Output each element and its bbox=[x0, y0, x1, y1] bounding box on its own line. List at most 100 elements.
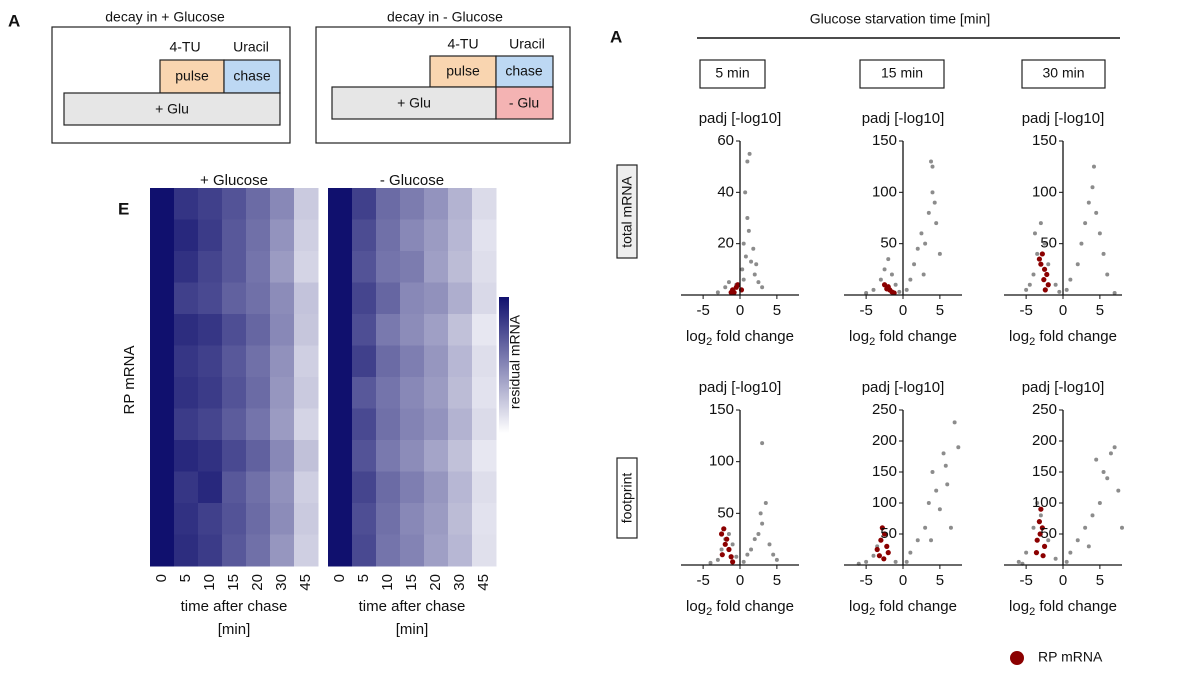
heatmap-cell bbox=[472, 219, 497, 252]
heatmap-cell bbox=[400, 188, 425, 220]
heatmap-cell bbox=[448, 188, 473, 220]
point bbox=[1057, 289, 1062, 294]
label: Uracil bbox=[233, 39, 269, 55]
heatmap-cell bbox=[472, 377, 497, 409]
point bbox=[864, 559, 869, 564]
heatmap-cell bbox=[448, 251, 473, 283]
point bbox=[1083, 525, 1088, 530]
heatmap-cell bbox=[222, 282, 247, 315]
heatmap-cell bbox=[198, 188, 223, 220]
rp-point bbox=[724, 536, 730, 542]
heatmap-cell bbox=[472, 440, 497, 472]
box-label: pulse bbox=[175, 68, 209, 84]
row-box bbox=[616, 457, 638, 539]
x-label-part: fold change bbox=[1035, 598, 1117, 615]
y-tick-label: 100 bbox=[709, 453, 734, 470]
heatmap-cell bbox=[448, 314, 473, 346]
y-tick-label: 250 bbox=[872, 401, 897, 418]
box-label: chase bbox=[233, 68, 271, 84]
heatmap-cell bbox=[270, 440, 295, 472]
row-label: footprint bbox=[619, 473, 635, 524]
heatmap-cell bbox=[174, 314, 199, 346]
heatmap-cell bbox=[174, 377, 199, 409]
point bbox=[930, 164, 935, 169]
point bbox=[937, 251, 942, 256]
heatmap-cell bbox=[448, 377, 473, 409]
point bbox=[756, 280, 761, 285]
heatmap-cell bbox=[198, 219, 223, 252]
point bbox=[719, 547, 724, 552]
point bbox=[745, 216, 750, 220]
heatmap-cell bbox=[448, 471, 473, 504]
x-label-part: log bbox=[1009, 598, 1029, 615]
rp-point bbox=[1033, 550, 1040, 556]
heatmap-cell bbox=[150, 251, 175, 283]
heatmap-cell bbox=[198, 282, 223, 315]
point bbox=[741, 277, 746, 282]
x-label-part: fold change bbox=[875, 328, 957, 345]
heatmap-cell bbox=[246, 219, 271, 252]
x-label: time after chase bbox=[181, 598, 288, 615]
point bbox=[893, 282, 898, 287]
point bbox=[708, 560, 713, 565]
heatmap-cell bbox=[376, 534, 401, 567]
y-tick-label: 100 bbox=[872, 494, 897, 511]
point bbox=[871, 553, 876, 558]
heatmap-cell bbox=[400, 408, 425, 441]
column-label: 0 bbox=[153, 574, 170, 582]
heatmap-cell bbox=[472, 345, 497, 378]
time-label: 5 min bbox=[715, 65, 749, 81]
heatmap-cell bbox=[246, 345, 271, 378]
rp-point bbox=[874, 546, 880, 553]
heatmap-cell bbox=[352, 219, 377, 252]
point bbox=[743, 190, 748, 195]
heatmap-cell bbox=[150, 314, 175, 346]
point bbox=[929, 159, 934, 164]
heatmap-cell bbox=[328, 188, 353, 220]
heatmap-cell bbox=[150, 345, 175, 378]
heatmap-cell bbox=[222, 377, 247, 409]
column-label: 45 bbox=[297, 574, 314, 591]
point bbox=[934, 488, 939, 493]
y-tick-label: 50 bbox=[1040, 235, 1057, 252]
rp-point bbox=[1041, 266, 1048, 272]
heatmap-cell bbox=[352, 471, 377, 504]
point bbox=[956, 445, 961, 450]
heatmap-cell bbox=[376, 251, 401, 283]
x-tick-label: 0 bbox=[899, 572, 907, 589]
point bbox=[897, 289, 902, 294]
rp-point bbox=[1038, 261, 1044, 267]
point bbox=[908, 277, 913, 282]
rp-point bbox=[1044, 271, 1050, 278]
heatmap-cell bbox=[294, 314, 319, 346]
y-label: padj [-log10] bbox=[862, 379, 945, 396]
heatmap-title: - Glucose bbox=[380, 172, 444, 189]
rp-point bbox=[719, 552, 725, 558]
point bbox=[1120, 525, 1124, 530]
heatmap-cell bbox=[472, 314, 497, 346]
point bbox=[743, 254, 748, 259]
x-label: log2 fold change bbox=[686, 598, 794, 618]
x-label: time after chase bbox=[359, 598, 466, 615]
column-label: 30 bbox=[451, 574, 468, 591]
heatmap-cell bbox=[376, 377, 401, 409]
point bbox=[756, 532, 761, 536]
heatmap-cell bbox=[198, 251, 223, 283]
diagram-title: decay in - Glucose bbox=[387, 9, 503, 25]
rp-point bbox=[721, 526, 727, 532]
y-label: padj [-log10] bbox=[699, 110, 782, 127]
rp-point bbox=[881, 531, 888, 537]
time-box bbox=[859, 59, 945, 89]
time-label: 30 min bbox=[1042, 65, 1084, 81]
y-tick-label: 100 bbox=[1032, 183, 1057, 200]
y-tick-label: 50 bbox=[717, 504, 734, 521]
rp-point bbox=[735, 282, 741, 288]
point bbox=[1075, 262, 1080, 267]
box-label: + Glu bbox=[155, 101, 189, 117]
heatmap-cell bbox=[448, 345, 473, 378]
rp-point bbox=[879, 525, 885, 531]
frame bbox=[315, 26, 571, 144]
x-label-part: log bbox=[1009, 328, 1029, 345]
point bbox=[943, 463, 948, 468]
y-tick-label: 40 bbox=[717, 183, 734, 200]
